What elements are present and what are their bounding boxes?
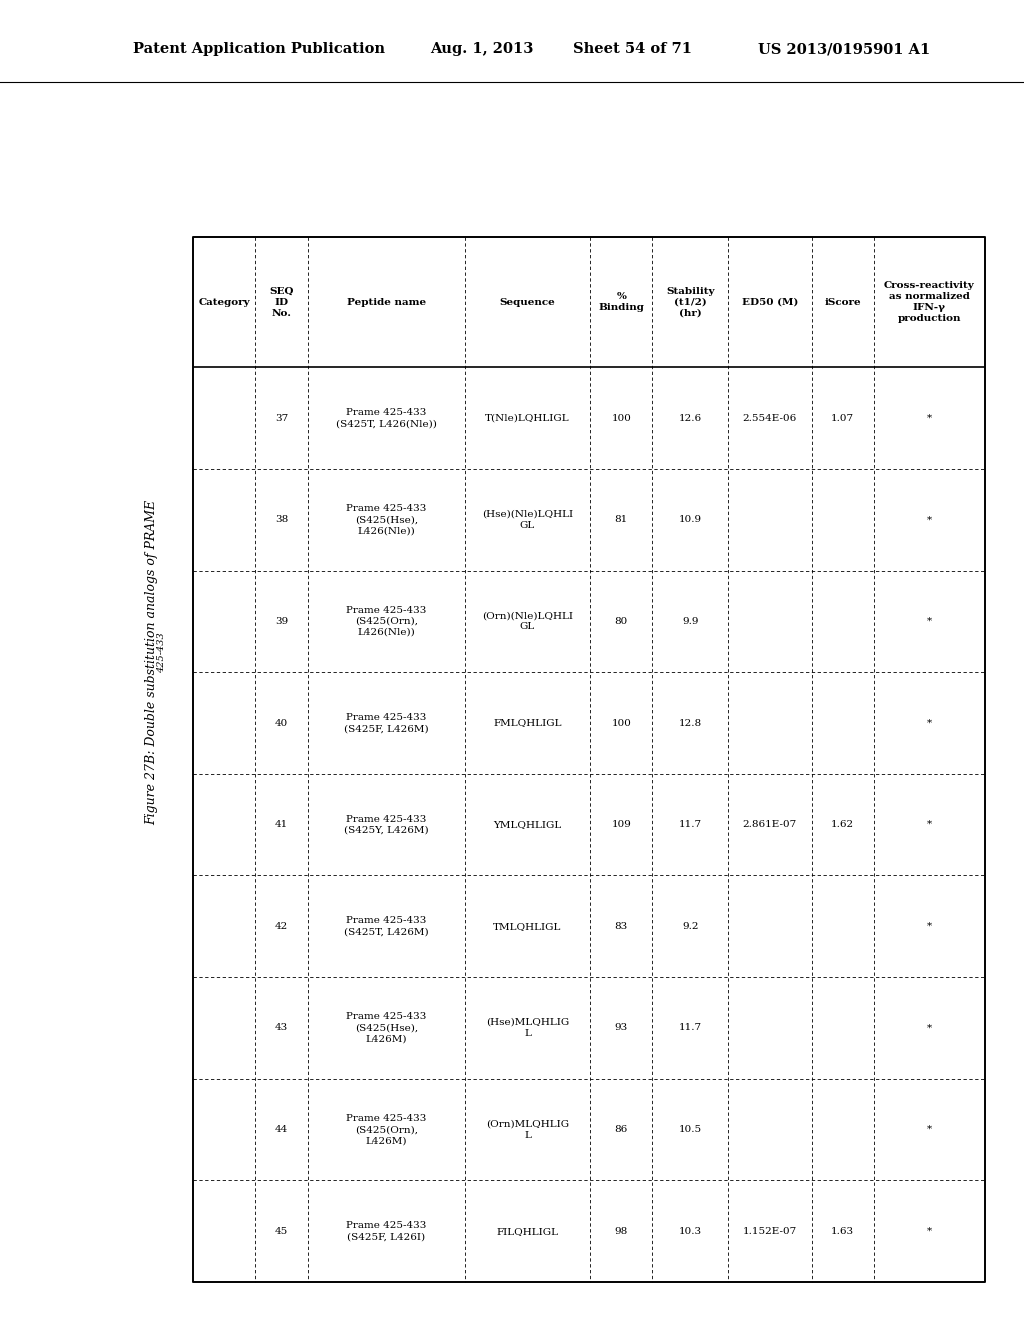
Text: Sequence: Sequence [500, 298, 555, 306]
Text: 1.62: 1.62 [831, 820, 854, 829]
Text: 39: 39 [274, 616, 288, 626]
Text: 1.63: 1.63 [831, 1226, 854, 1236]
Text: 83: 83 [614, 921, 628, 931]
Text: Prame 425-433
(S425F, L426M): Prame 425-433 (S425F, L426M) [344, 713, 428, 733]
Text: iScore: iScore [824, 298, 861, 306]
Text: 9.2: 9.2 [682, 921, 698, 931]
Text: Prame 425-433
(S425Y, L426M): Prame 425-433 (S425Y, L426M) [344, 814, 428, 834]
Text: 100: 100 [611, 718, 631, 727]
Text: 109: 109 [611, 820, 631, 829]
Text: 1.152E-07: 1.152E-07 [742, 1226, 797, 1236]
Text: TMLQHLIGL: TMLQHLIGL [494, 921, 562, 931]
Text: 10.5: 10.5 [679, 1125, 701, 1134]
Text: 42: 42 [274, 921, 288, 931]
Text: Prame 425-433
(S425(Hse),
L426(Nle)): Prame 425-433 (S425(Hse), L426(Nle)) [346, 504, 426, 536]
Text: Prame 425-433
(S425T, L426(Nle)): Prame 425-433 (S425T, L426(Nle)) [336, 408, 436, 428]
Text: 11.7: 11.7 [679, 1023, 701, 1032]
Text: 44: 44 [274, 1125, 288, 1134]
Text: 41: 41 [274, 820, 288, 829]
Text: YMLQHLIGL: YMLQHLIGL [494, 820, 561, 829]
Text: Prame 425-433
(S425(Hse),
L426M): Prame 425-433 (S425(Hse), L426M) [346, 1012, 426, 1044]
Text: *: * [927, 1226, 932, 1236]
Text: 12.6: 12.6 [679, 413, 701, 422]
Text: *: * [927, 413, 932, 422]
Text: *: * [927, 921, 932, 931]
Text: Peptide name: Peptide name [347, 298, 426, 306]
Text: Patent Application Publication: Patent Application Publication [133, 42, 385, 57]
Text: Figure 27B: Double substitution analogs of PRAME: Figure 27B: Double substitution analogs … [145, 500, 159, 825]
Text: ED50 (M): ED50 (M) [741, 298, 798, 306]
Text: FMLQHLIGL: FMLQHLIGL [494, 718, 562, 727]
Text: Sheet 54 of 71: Sheet 54 of 71 [573, 42, 692, 57]
Text: 40: 40 [274, 718, 288, 727]
Text: *: * [927, 515, 932, 524]
Text: SEQ
ID
No.: SEQ ID No. [269, 286, 294, 318]
Text: 2.861E-07: 2.861E-07 [742, 820, 797, 829]
Text: 10.3: 10.3 [679, 1226, 701, 1236]
Text: 86: 86 [614, 1125, 628, 1134]
Text: (Hse)MLQHLIG
L: (Hse)MLQHLIG L [485, 1018, 569, 1038]
Text: *: * [927, 820, 932, 829]
Text: Aug. 1, 2013: Aug. 1, 2013 [430, 42, 534, 57]
Text: 425-433: 425-433 [158, 632, 167, 673]
Text: 81: 81 [614, 515, 628, 524]
Text: Prame 425-433
(S425(Orn),
L426(Nle)): Prame 425-433 (S425(Orn), L426(Nle)) [346, 606, 426, 638]
Text: Prame 425-433
(S425F, L426I): Prame 425-433 (S425F, L426I) [346, 1221, 426, 1241]
Text: *: * [927, 1125, 932, 1134]
Text: 11.7: 11.7 [679, 820, 701, 829]
Text: 80: 80 [614, 616, 628, 626]
Text: 38: 38 [274, 515, 288, 524]
Text: 100: 100 [611, 413, 631, 422]
Text: (Orn)(Nle)LQHLI
GL: (Orn)(Nle)LQHLI GL [482, 611, 573, 631]
Text: (Orn)MLQHLIG
L: (Orn)MLQHLIG L [486, 1119, 569, 1139]
Text: 2.554E-06: 2.554E-06 [742, 413, 797, 422]
Text: 9.9: 9.9 [682, 616, 698, 626]
Text: 10.9: 10.9 [679, 515, 701, 524]
Text: Cross-reactivity
as normalized
IFN-γ
production: Cross-reactivity as normalized IFN-γ pro… [884, 281, 975, 323]
Text: Prame 425-433
(S425T, L426M): Prame 425-433 (S425T, L426M) [344, 916, 428, 936]
Text: 37: 37 [274, 413, 288, 422]
Text: 43: 43 [274, 1023, 288, 1032]
Text: %
Binding: % Binding [598, 292, 644, 313]
Text: (Hse)(Nle)LQHLI
GL: (Hse)(Nle)LQHLI GL [482, 510, 573, 529]
Text: 98: 98 [614, 1226, 628, 1236]
Bar [193, 238, 985, 1282]
Text: 1.07: 1.07 [831, 413, 854, 422]
Text: Stability
(t1/2)
(hr): Stability (t1/2) (hr) [666, 286, 715, 318]
Text: Prame 425-433
(S425(Orn),
L426M): Prame 425-433 (S425(Orn), L426M) [346, 1114, 426, 1146]
Text: Category: Category [199, 298, 250, 306]
Text: US 2013/0195901 A1: US 2013/0195901 A1 [758, 42, 930, 57]
Text: 45: 45 [274, 1226, 288, 1236]
Text: FILQHLIGL: FILQHLIGL [497, 1226, 558, 1236]
Text: 93: 93 [614, 1023, 628, 1032]
Text: T(Nle)LQHLIGL: T(Nle)LQHLIGL [485, 413, 569, 422]
Text: *: * [927, 616, 932, 626]
Text: *: * [927, 1023, 932, 1032]
Text: 12.8: 12.8 [679, 718, 701, 727]
Text: *: * [927, 718, 932, 727]
